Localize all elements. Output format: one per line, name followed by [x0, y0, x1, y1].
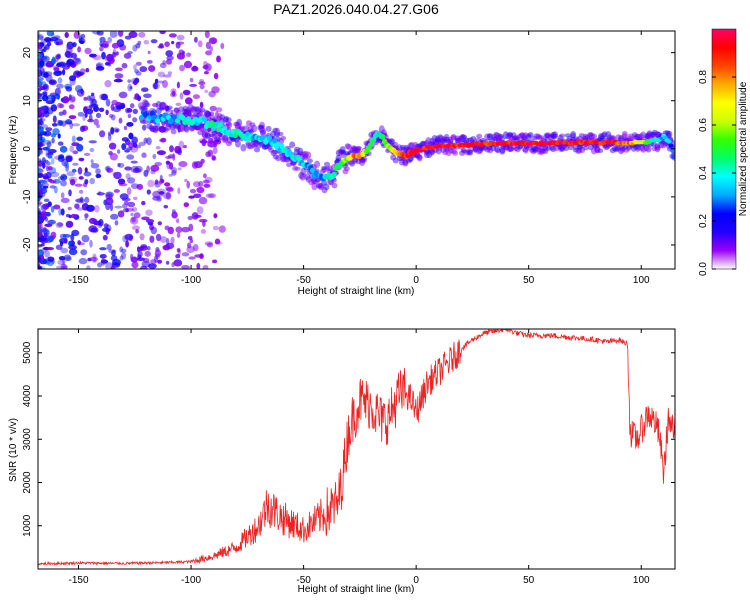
spectrogram-ytick-label: 10: [22, 95, 33, 107]
colorbar-gradient: [711, 28, 737, 270]
spectrogram-ytick-label: -20: [22, 237, 33, 252]
spectrogram-xtick-label: 100: [633, 275, 650, 286]
snr-ytick-label: 2000: [22, 471, 33, 494]
spectrogram-ytick-label: 0: [22, 146, 33, 152]
spectrogram-ytick-label: 20: [22, 47, 33, 59]
snr-xtick-label: 50: [523, 575, 535, 586]
colorbar-label: Normalized spectral amplitude: [738, 81, 749, 216]
spectrogram-ylabel: Frequency (Hz): [8, 116, 19, 185]
spectrogram-xtick-label: -50: [296, 275, 311, 286]
snr-xtick-label: -100: [181, 575, 201, 586]
snr-ytick-label: 5000: [22, 341, 33, 364]
spectrogram-frame: [37, 30, 676, 270]
colorbar-tick-label: 0.4: [698, 166, 709, 180]
snr-ylabel: SNR (10 * v/v): [8, 418, 19, 482]
snr-frame: [37, 328, 676, 570]
snr-xtick-label: 0: [413, 575, 419, 586]
spectrogram-xtick-label: -100: [181, 275, 201, 286]
snr-panel: -150 -100 -50 0 50 100 1000 2000 3000 4000 5000 He…: [8, 328, 676, 595]
snr-series-line: [38, 329, 675, 566]
spectrogram-xtick-label: 0: [413, 275, 419, 286]
snr-xlabel: Height of straight line (km): [298, 584, 415, 595]
ridge-halo: [138, 99, 675, 194]
spectrogram-xtick-label: -150: [69, 275, 89, 286]
chart-title: PAZ1.2026.040.04.27.G06: [273, 1, 439, 17]
snr-ytick-label: 3000: [22, 428, 33, 451]
snr-xtick-label: 100: [633, 575, 650, 586]
spectrogram-ytick-label: -10: [22, 189, 33, 204]
noise-blobs: [38, 31, 226, 269]
colorbar-tick-label: 0.6: [698, 118, 709, 132]
snr-xtick-label: -150: [69, 575, 89, 586]
spectrogram-xlabel: Height of straight line (km): [298, 286, 415, 297]
colorbar-tick-label: 0.8: [698, 70, 709, 84]
colorbar-tick-label: 0.0: [698, 262, 709, 276]
colorbar-tick-label: 0.2: [698, 214, 709, 228]
snr-ytick-label: 1000: [22, 514, 33, 537]
snr-xtick-label: -50: [296, 575, 311, 586]
spectral-ridge: [138, 109, 675, 182]
colorbar: 0.0 0.2 0.4 0.6 0.8 Normalized spectral ampl…: [698, 28, 749, 276]
spectrogram-xtick-label: 50: [523, 275, 535, 286]
snr-ytick-label: 4000: [22, 384, 33, 407]
